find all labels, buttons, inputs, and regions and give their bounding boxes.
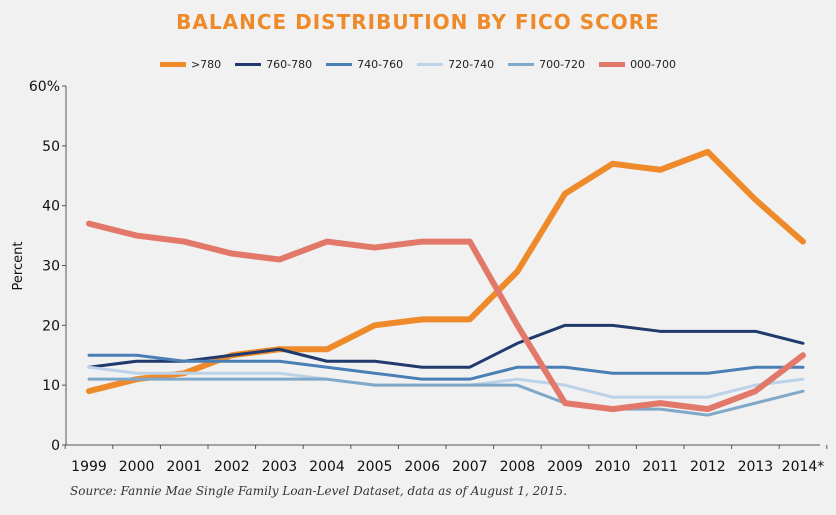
x-tick-label: 2000 bbox=[119, 459, 155, 475]
x-tick-label: 2003 bbox=[262, 459, 298, 475]
y-axis-label: Percent bbox=[11, 242, 26, 291]
legend-item: 720-740 bbox=[417, 58, 494, 71]
y-tick-label: 10 bbox=[42, 378, 60, 394]
x-tick-label: 2012 bbox=[690, 459, 726, 475]
legend-item: 760-780 bbox=[235, 58, 312, 71]
legend-swatch bbox=[159, 62, 186, 67]
y-tick-label: 50 bbox=[42, 139, 60, 155]
legend-label: 000-700 bbox=[630, 58, 677, 71]
legend: >780 760-780 740-760 720-740 700-720 000-700 bbox=[0, 58, 836, 71]
x-tick-label: 2006 bbox=[404, 459, 440, 475]
series-line-4 bbox=[87, 377, 805, 417]
legend-swatch bbox=[417, 63, 444, 66]
legend-label: >780 bbox=[190, 58, 222, 71]
y-tick-label: 30 bbox=[42, 259, 60, 275]
legend-label: 720-740 bbox=[448, 58, 495, 71]
x-tick-label: 2014* bbox=[782, 459, 825, 475]
x-tick-label: 2010 bbox=[595, 459, 631, 475]
y-tick-label: 20 bbox=[42, 318, 60, 334]
series-line-1 bbox=[87, 323, 805, 369]
legend-label: 700-720 bbox=[539, 58, 586, 71]
x-tick-label: 2013 bbox=[738, 459, 774, 475]
legend-item: 700-720 bbox=[508, 58, 585, 71]
legend-label: 760-780 bbox=[266, 58, 313, 71]
x-tick-label: 2005 bbox=[357, 459, 393, 475]
series-line-5 bbox=[86, 220, 806, 413]
series-line-0 bbox=[86, 148, 806, 395]
x-tick-label: 2011 bbox=[642, 459, 678, 475]
y-tick-label: 60% bbox=[29, 79, 60, 95]
x-tick-label: 1999 bbox=[71, 459, 107, 475]
source-note: Source: Fannie Mae Single Family Loan-Le… bbox=[70, 484, 568, 498]
x-tick-label: 2009 bbox=[547, 459, 583, 475]
x-tick-label: 2007 bbox=[452, 459, 488, 475]
x-tick-label: 2001 bbox=[166, 459, 202, 475]
y-tick-label: 40 bbox=[42, 199, 60, 215]
legend-swatch bbox=[235, 63, 262, 66]
legend-item: 000-700 bbox=[599, 58, 676, 71]
series-line-2 bbox=[87, 353, 805, 381]
legend-label: 740-760 bbox=[357, 58, 404, 71]
chart-title: BALANCE DISTRIBUTION BY FICO SCORE bbox=[176, 10, 660, 34]
legend-item: 740-760 bbox=[326, 58, 403, 71]
x-tick-label: 2008 bbox=[500, 459, 536, 475]
legend-swatch bbox=[599, 62, 626, 67]
legend-swatch bbox=[326, 63, 353, 66]
legend-item: >780 bbox=[159, 58, 222, 71]
x-tick-label: 2004 bbox=[309, 459, 345, 475]
y-tick-label: 0 bbox=[51, 438, 60, 454]
x-tick-label: 2002 bbox=[214, 459, 250, 475]
legend-swatch bbox=[508, 63, 535, 66]
